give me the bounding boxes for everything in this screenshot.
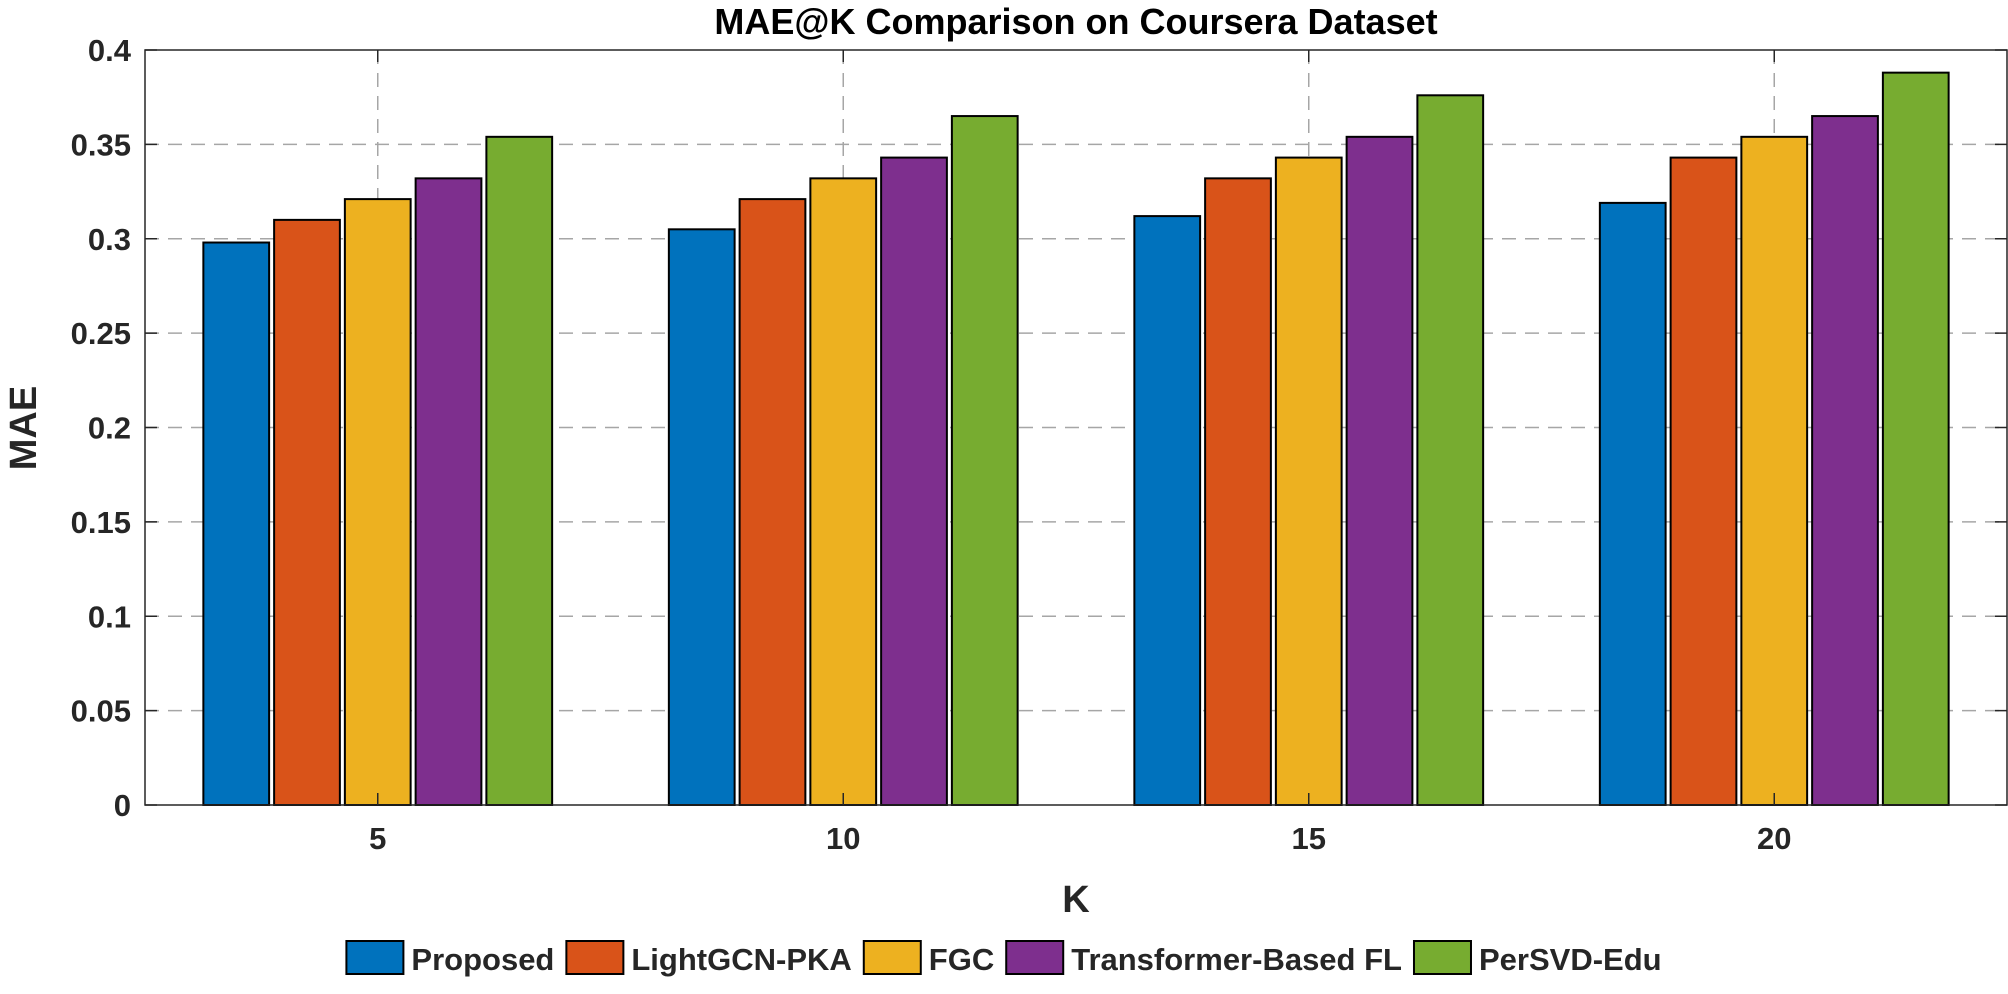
x-tick-label: 15 bbox=[1292, 821, 1326, 856]
bar-persvd-edu-k5 bbox=[485, 135, 554, 806]
bar-proposed-k20 bbox=[1598, 201, 1667, 806]
y-tick-label: 0.1 bbox=[88, 599, 131, 634]
axis-ticks: 0 0.05 0.1 0.15 0.2 0.25 0.3 0.35 0.4 5 10 15 20 bbox=[71, 33, 2007, 856]
y-tick-label: 0.25 bbox=[71, 316, 131, 351]
x-axis-label: K bbox=[1062, 879, 1090, 921]
y-tick-label: 0 bbox=[114, 788, 131, 823]
y-tick-label: 0.35 bbox=[71, 127, 131, 162]
chart-title: MAE@K Comparison on Coursera Dataset bbox=[714, 1, 1437, 42]
bar-fgc-k20 bbox=[1740, 135, 1809, 806]
bar-proposed-k10 bbox=[667, 228, 736, 806]
legend-swatch bbox=[862, 940, 922, 975]
bar-fgc-k5 bbox=[343, 198, 412, 807]
legend-swatch bbox=[345, 940, 405, 975]
legend-swatch bbox=[1412, 940, 1472, 975]
legend-label: Proposed bbox=[411, 942, 554, 977]
bar-transformer-based-fl-k15 bbox=[1345, 135, 1414, 806]
y-tick-label: 0.15 bbox=[71, 505, 131, 540]
legend-swatch bbox=[1005, 940, 1065, 975]
legend-label: LightGCN-PKA bbox=[631, 942, 851, 977]
bar-transformer-based-fl-k10 bbox=[880, 156, 948, 806]
y-tick-label: 0.4 bbox=[88, 33, 132, 68]
bar-lightgcn-pka-k20 bbox=[1669, 156, 1738, 806]
bar-transformer-based-fl-k20 bbox=[1811, 115, 1879, 806]
bar-proposed-k15 bbox=[1133, 215, 1202, 807]
x-tick-label: 10 bbox=[826, 821, 860, 856]
bar-transformer-based-fl-k5 bbox=[414, 177, 483, 807]
legend-label: Transformer-Based FL bbox=[1071, 942, 1402, 977]
legend-item: PerSVD-Edu bbox=[1412, 940, 1662, 977]
bar-persvd-edu-k20 bbox=[1881, 71, 1950, 806]
legend-item: Proposed bbox=[345, 940, 554, 977]
bar-persvd-edu-k15 bbox=[1416, 94, 1485, 807]
legend-label: PerSVD-Edu bbox=[1479, 942, 1662, 977]
bar-lightgcn-pka-k10 bbox=[738, 198, 807, 807]
y-tick-label: 0.05 bbox=[71, 694, 131, 729]
legend: Proposed LightGCN-PKA FGC Transformer-Based… bbox=[345, 940, 1662, 977]
bars bbox=[202, 71, 1950, 807]
y-axis-label: MAE bbox=[3, 386, 45, 470]
bar-persvd-edu-k10 bbox=[950, 115, 1019, 806]
legend-label: FGC bbox=[929, 942, 994, 977]
bar-fgc-k15 bbox=[1274, 156, 1343, 806]
y-tick-label: 0.2 bbox=[88, 411, 131, 446]
x-tick-label: 20 bbox=[1757, 821, 1791, 856]
y-tick-label: 0.3 bbox=[88, 222, 131, 257]
bar-lightgcn-pka-k15 bbox=[1204, 177, 1272, 807]
legend-swatch bbox=[565, 940, 625, 975]
bar-fgc-k10 bbox=[809, 177, 878, 807]
x-tick-label: 5 bbox=[369, 821, 386, 856]
legend-item: LightGCN-PKA bbox=[565, 940, 852, 977]
legend-item: Transformer-Based FL bbox=[1005, 940, 1402, 977]
bar-proposed-k5 bbox=[202, 241, 271, 806]
legend-item: FGC bbox=[862, 940, 994, 977]
bar-lightgcn-pka-k5 bbox=[273, 218, 341, 806]
